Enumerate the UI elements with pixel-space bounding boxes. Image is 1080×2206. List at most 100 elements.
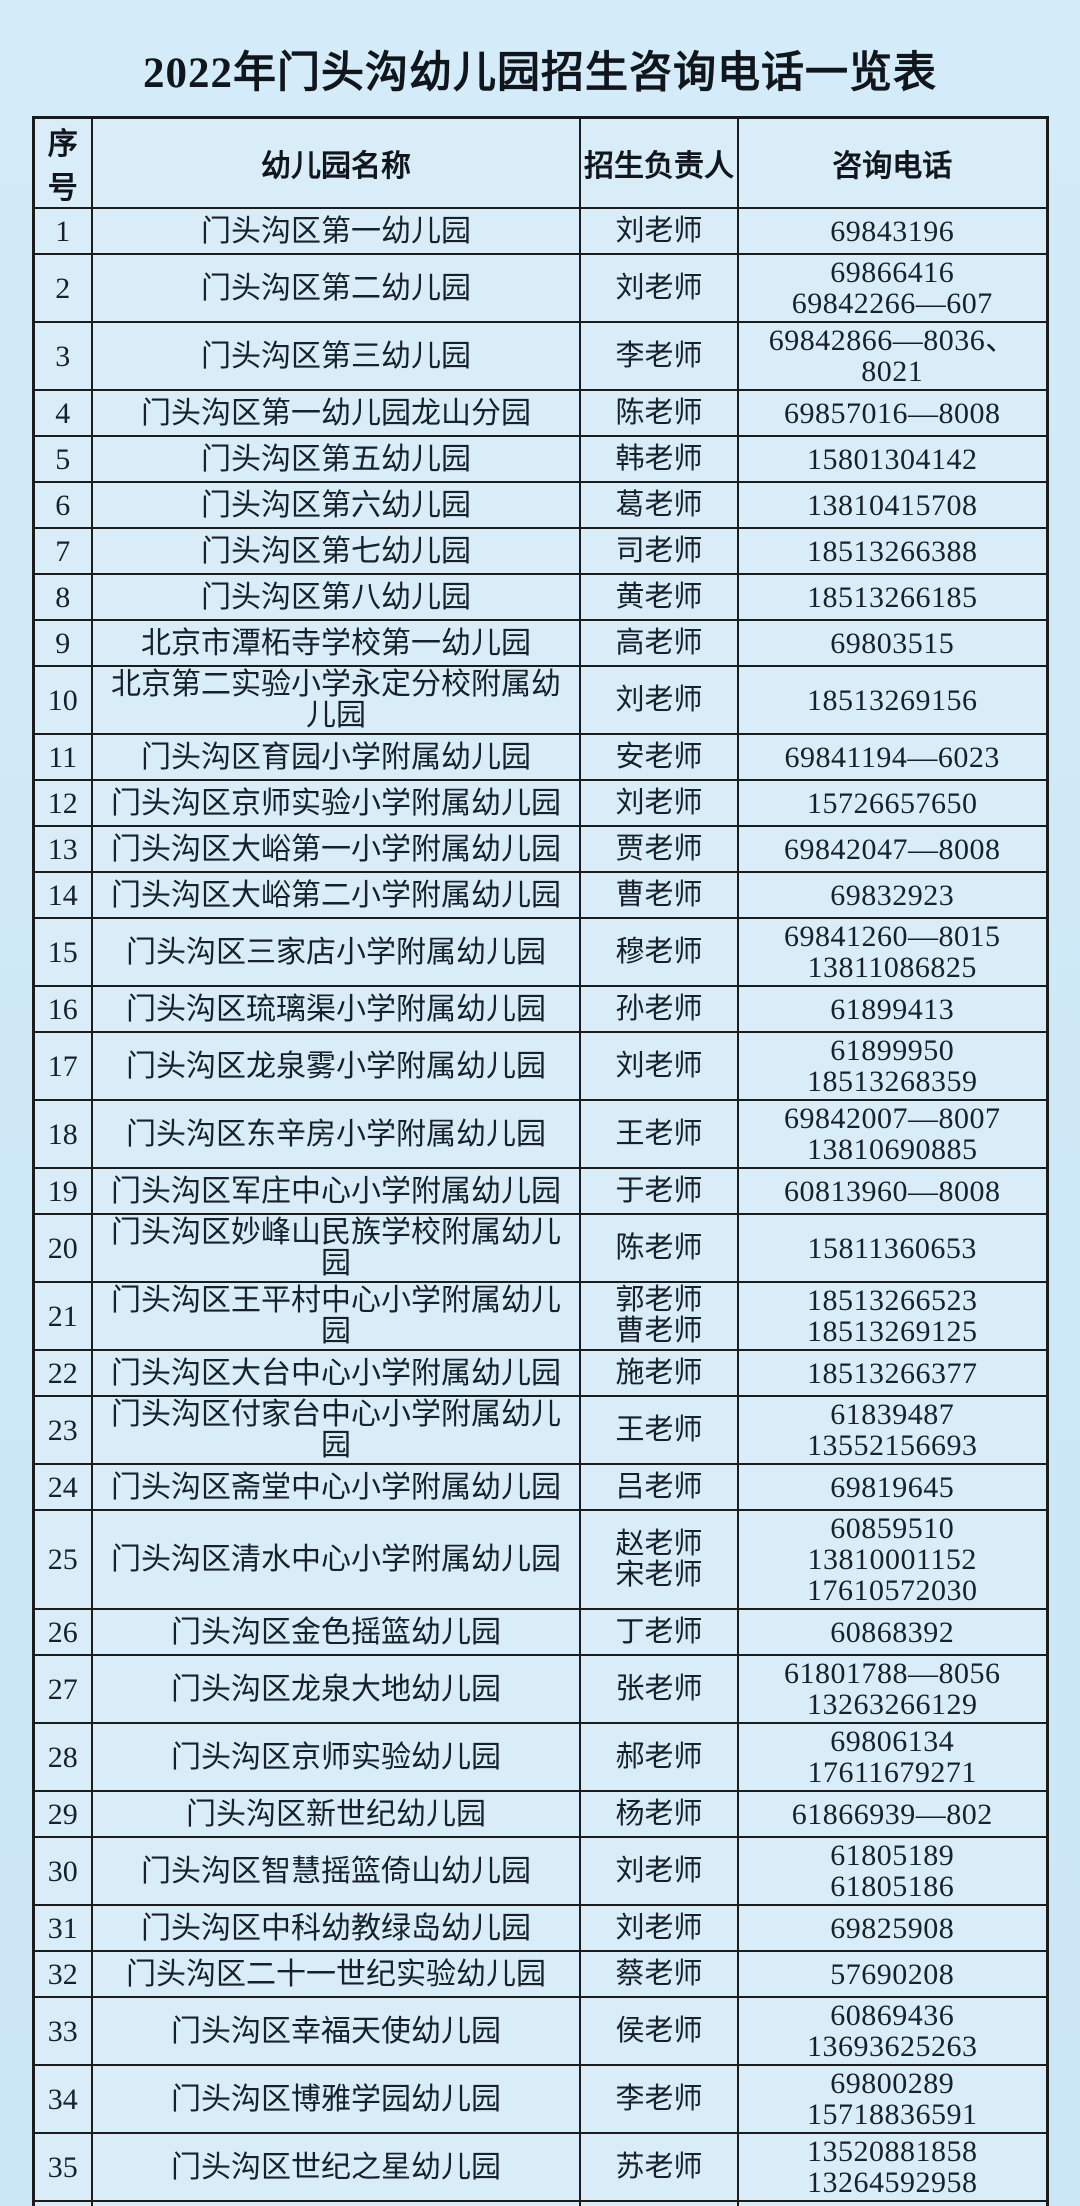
- kindergarten-name-line: 门头沟区京师实验幼儿园: [171, 1740, 501, 1774]
- phone-number-line: 61899950: [830, 1034, 955, 1067]
- page-title: 2022年门头沟幼儿园招生咨询电话一览表: [143, 50, 937, 97]
- kindergarten-name-line: 门头沟区第七幼儿园: [201, 534, 471, 568]
- phone-number: 13520881858 13264592958: [737, 2132, 1048, 2202]
- phone-number: 57690208: [737, 1950, 1048, 1998]
- contact-person: 张老师: [579, 2200, 739, 2206]
- kindergarten-name-line: 门头沟区第八幼儿园: [201, 580, 471, 614]
- table-row: 23 门头沟区付家台中心小学附属幼儿园 王老师 61839487 13552156693: [32, 1395, 1048, 1465]
- header-kindergarten-name: 幼儿园名称: [91, 116, 581, 209]
- table-row: 8 门头沟区第八幼儿园 黄老师 18513266185: [32, 573, 1048, 621]
- contact-person-line: 王老师: [615, 1117, 703, 1150]
- contact-person: 刘老师: [579, 207, 739, 255]
- contact-person: 司老师: [579, 527, 739, 575]
- phone-number-line: 61839487: [830, 1398, 955, 1431]
- serial-number-line: 4: [55, 396, 71, 430]
- contact-person: 刘老师: [579, 1031, 739, 1101]
- table-row: 34 门头沟区博雅学园幼儿园 李老师 69800289 15718836591: [32, 2064, 1048, 2134]
- serial-number: 20: [32, 1213, 93, 1283]
- serial-number: 11: [32, 733, 93, 781]
- contact-person: 郭老师 曹老师: [579, 1281, 739, 1351]
- kindergarten-name: 门头沟区第七幼儿园: [91, 527, 581, 575]
- contact-person-line: 葛老师: [615, 488, 703, 521]
- phone-number-line: 18513268359: [807, 1065, 978, 1098]
- serial-number-line: 30: [47, 1854, 78, 1888]
- serial-number-line: 11: [48, 740, 78, 774]
- table-row: 1 门头沟区第一幼儿园 刘老师 69843196: [32, 207, 1048, 255]
- kindergarten-name-line: 门头沟区清水中心小学附属幼儿园: [111, 1543, 561, 1576]
- serial-number-line: 22: [47, 1356, 78, 1390]
- kindergarten-name: 门头沟区二十一世纪实验幼儿园: [91, 1950, 581, 1998]
- phone-number-line: 18513269156: [807, 683, 978, 717]
- contact-person-line: 李老师: [615, 339, 703, 372]
- phone-number-line: 18513269125: [807, 1315, 978, 1348]
- serial-number: 26: [32, 1608, 93, 1656]
- contact-person-line: 刘老师: [615, 1854, 703, 1887]
- contact-person: 张老师: [579, 1654, 739, 1724]
- table-row: 7 门头沟区第七幼儿园 司老师 18513266388: [32, 527, 1048, 575]
- contact-person-line: 陈老师: [615, 1231, 703, 1264]
- phone-number-line: 61801788—8056: [784, 1657, 1001, 1690]
- phone-number: 13810415708: [737, 481, 1048, 529]
- serial-number-line: 7: [55, 534, 71, 568]
- contact-person-line: 施老师: [615, 1356, 703, 1389]
- serial-number: 6: [32, 481, 93, 529]
- contact-person-line: 赵老师: [615, 1527, 703, 1560]
- serial-number: 8: [32, 573, 93, 621]
- header-phone: 咨询电话: [737, 116, 1048, 209]
- contact-person: 施老师: [579, 1349, 739, 1397]
- contact-person: 蔡老师: [579, 1950, 739, 1998]
- kindergarten-name-line: 门头沟区中科幼教绿岛幼儿园: [141, 1911, 531, 1945]
- phone-number-line: 60869436: [830, 1999, 955, 2032]
- serial-number-line: 13: [47, 832, 78, 866]
- kindergarten-name-line: 门头沟区智慧摇篮倚山幼儿园: [141, 1854, 531, 1888]
- contact-person-line: 高老师: [615, 626, 703, 659]
- phone-number-line: 13263266129: [807, 1688, 978, 1721]
- contact-person-line: 张老师: [615, 1672, 703, 1705]
- contact-person-line: 黄老师: [615, 580, 703, 613]
- contact-person-line: 贾老师: [615, 832, 703, 865]
- phone-number: 60868392: [737, 1608, 1048, 1656]
- contact-person-line: 司老师: [615, 534, 703, 567]
- serial-number-line: 34: [47, 2082, 78, 2116]
- table-row: 11 门头沟区育园小学附属幼儿园 安老师 69841194—6023: [32, 733, 1048, 781]
- phone-number: 69843196: [737, 207, 1048, 255]
- contact-person: 于老师: [579, 1167, 739, 1215]
- contact-person: 陈老师: [579, 1213, 739, 1283]
- table-row: 20 门头沟区妙峰山民族学校附属幼儿园 陈老师 15811360653: [32, 1213, 1048, 1283]
- kindergarten-name-line: 门头沟区斋堂中心小学附属幼儿园: [111, 1470, 561, 1504]
- phone-number: 69842866—8036、8021: [737, 321, 1048, 391]
- table-row: 28 门头沟区京师实验幼儿园 郝老师 69806134 17611679271: [32, 1722, 1048, 1792]
- serial-number-line: 16: [47, 992, 78, 1026]
- contact-person: 李老师: [579, 2064, 739, 2134]
- phone-number-line: 69800289: [830, 2067, 955, 2100]
- table-row: 32 门头沟区二十一世纪实验幼儿园 蔡老师 57690208: [32, 1950, 1048, 1998]
- contact-person: 曹老师: [579, 871, 739, 919]
- kindergarten-name-line: 门头沟区东辛房小学附属幼儿园: [126, 1117, 546, 1151]
- serial-number-line: 1: [55, 214, 71, 248]
- contact-person: 黄老师: [579, 573, 739, 621]
- phone-number-line: 13810690885: [807, 1133, 978, 1166]
- table-row: 35 门头沟区世纪之星幼儿园 苏老师 13520881858 13264592958: [32, 2132, 1048, 2202]
- phone-number-line: 57053896: [743, 2204, 1042, 2206]
- serial-number: 18: [32, 1099, 93, 1169]
- table-row: 31 门头沟区中科幼教绿岛幼儿园 刘老师 69825908: [32, 1904, 1048, 1952]
- contact-person-line: 韩老师: [615, 442, 703, 475]
- phone-number-line: 61805186: [830, 1870, 955, 1903]
- phone-number-line: 69857016—8008: [784, 396, 1001, 430]
- serial-number-line: 9: [55, 626, 71, 660]
- table-row: 10 北京第二实验小学永定分校附属幼儿园 刘老师 18513269156: [32, 665, 1048, 735]
- contact-person-line: 郭老师: [615, 1284, 703, 1316]
- serial-number-line: 20: [47, 1231, 78, 1265]
- table-row: 33 门头沟区幸福天使幼儿园 侯老师 60869436 13693625263: [32, 1996, 1048, 2066]
- kindergarten-name: 门头沟区第六幼儿园: [91, 481, 581, 529]
- phone-number: 60869436 13693625263: [737, 1996, 1048, 2066]
- phone-number: 18513266523 18513269125: [737, 1281, 1048, 1351]
- phone-number: 15726657650: [737, 779, 1048, 827]
- phone-number: 69832923: [737, 871, 1048, 919]
- phone-number-line: 69803515: [830, 626, 955, 660]
- phone-number: 18513266388: [737, 527, 1048, 575]
- table-row: 3 门头沟区第三幼儿园 李老师 69842866—8036、8021: [32, 321, 1048, 391]
- kindergarten-name: 门头沟区大峪第二小学附属幼儿园: [91, 871, 581, 919]
- phone-number-line: 13811086825: [807, 951, 977, 984]
- table-body: 1 门头沟区第一幼儿园 刘老师 69843196 2 门头沟区第二幼儿园 刘老师 698664…: [32, 207, 1048, 2206]
